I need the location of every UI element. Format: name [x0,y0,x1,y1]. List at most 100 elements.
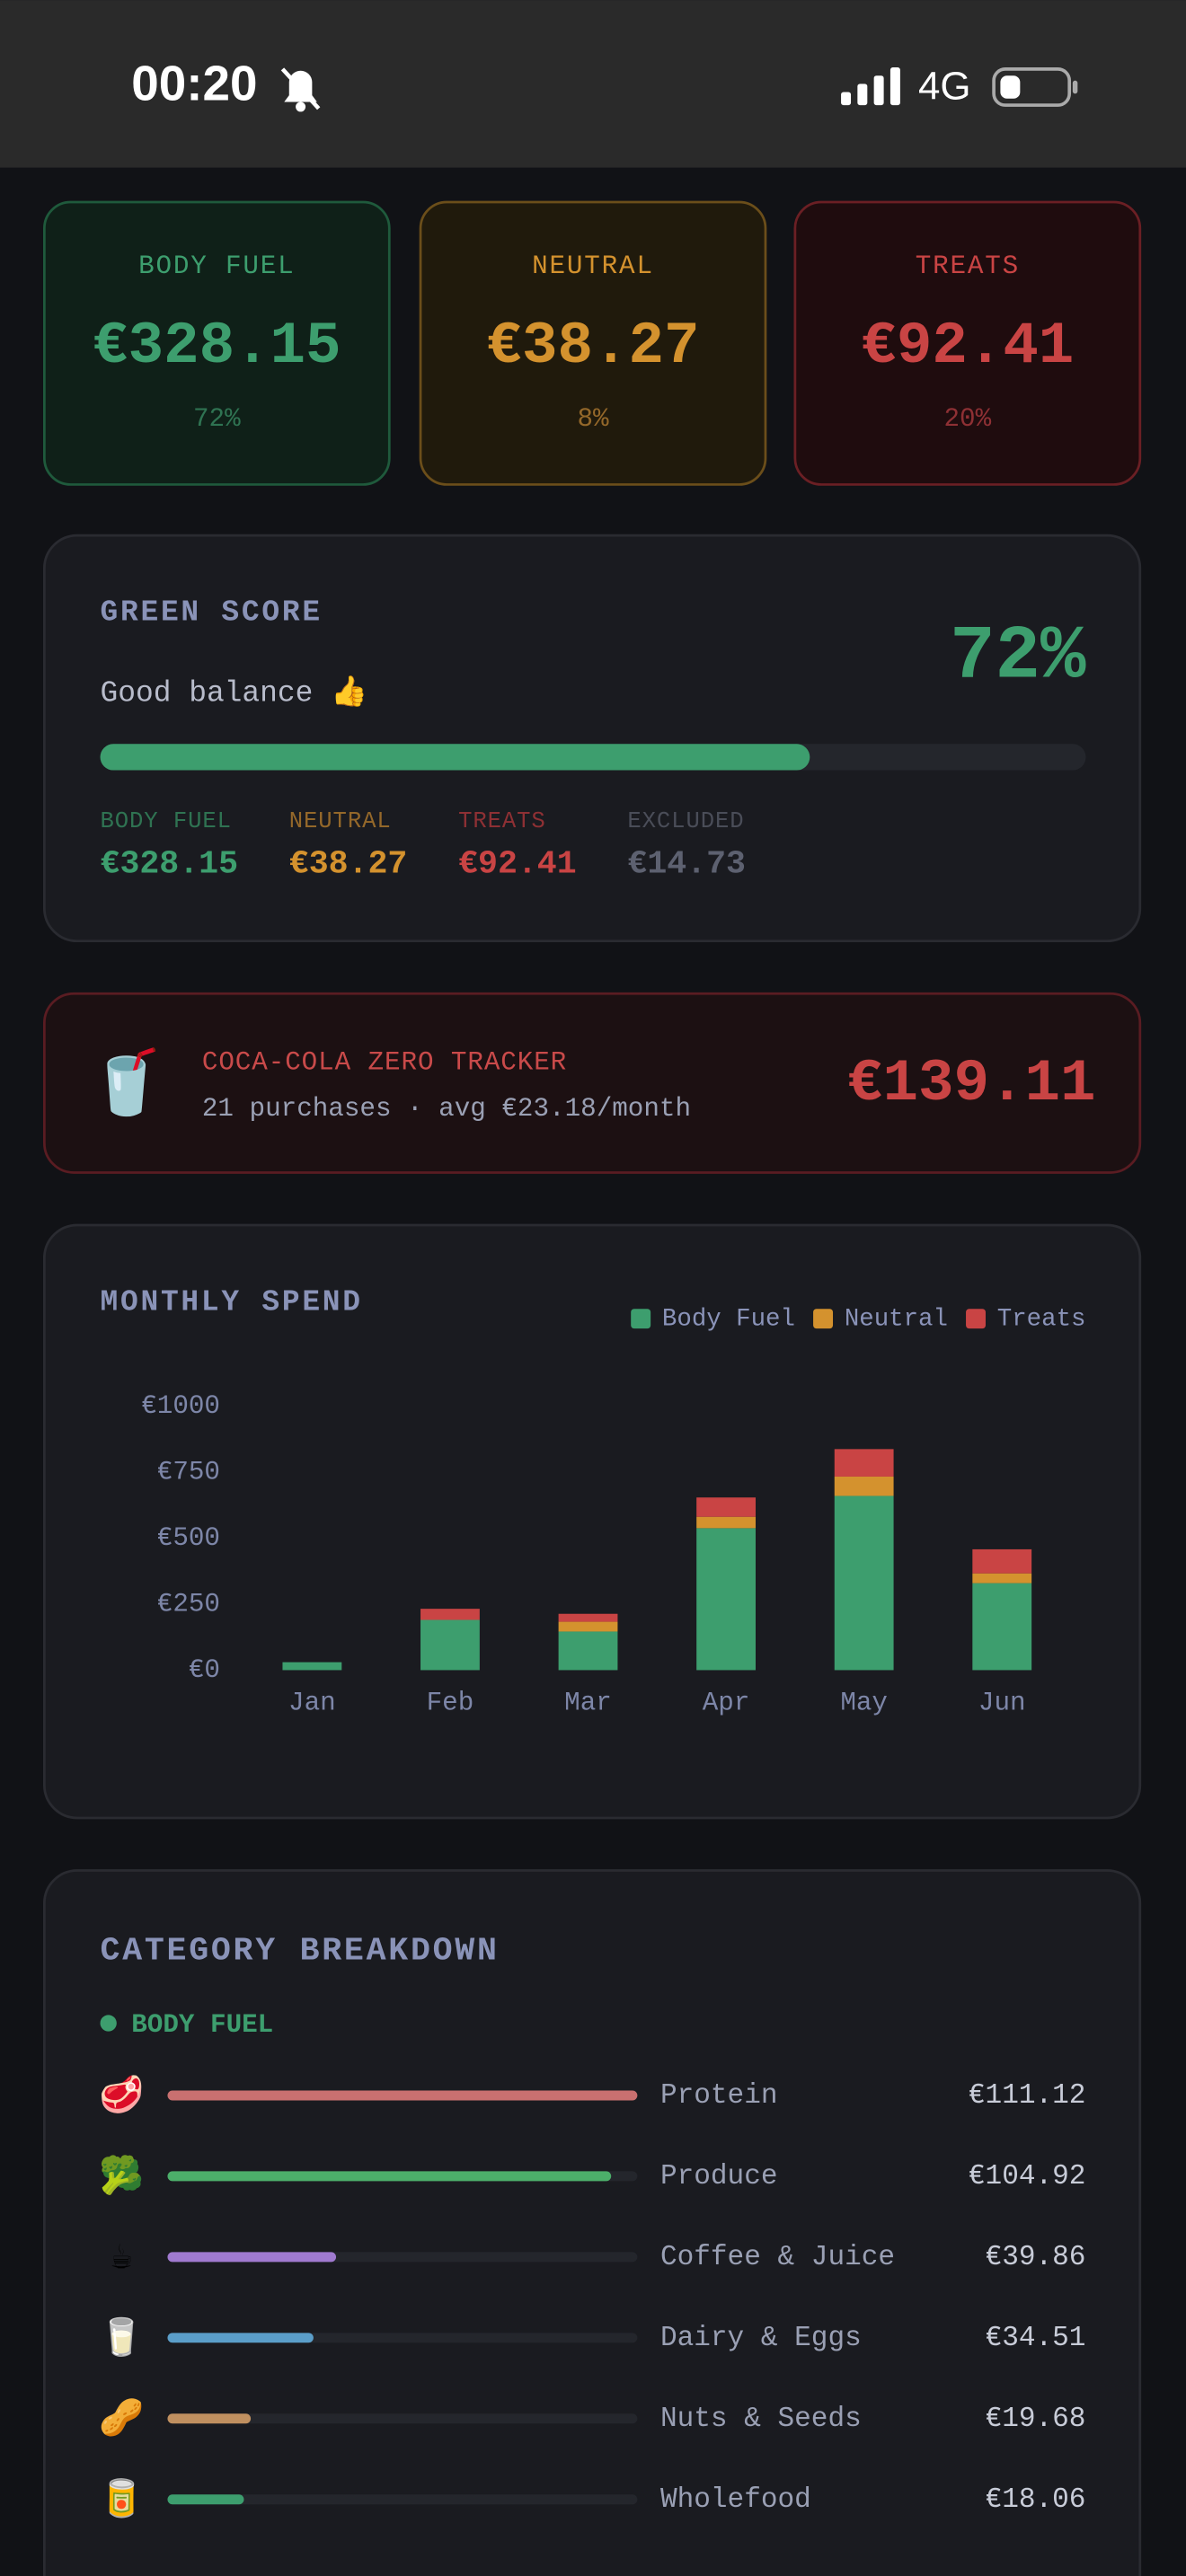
x-tick-label: May [840,1689,888,1718]
item-name: Protein [660,2080,778,2112]
bar-segment [696,1516,756,1529]
item-amount: €111.12 [969,2080,1086,2112]
legend-swatch [813,1309,834,1329]
item-amount: €104.92 [969,2161,1086,2192]
x-tick-label: Apr [703,1689,750,1718]
signal-icon [841,67,900,106]
time: 00:20 [131,55,257,110]
breakdown-amount: €328.15 [101,845,239,882]
score-value: 72% [950,615,1086,701]
card-amount: €328.15 [93,313,341,380]
card-label: NEUTRAL [532,251,654,281]
legend-swatch [966,1309,986,1329]
y-tick-label: €750 [157,1457,220,1486]
card-label: TREATS [916,251,1020,281]
bar-segment [972,1573,1032,1584]
bar-segment [696,1528,756,1671]
bar-segment [558,1621,618,1632]
legend-label: Body Fuel [662,1305,795,1333]
item-amount: €39.86 [986,2242,1086,2273]
card [793,200,1142,486]
tracker-icon: 🥤 [88,1047,166,1123]
item-bar [167,2252,337,2263]
x-tick-label: Jun [978,1689,1026,1718]
panel [42,992,1142,1174]
group-title: BODY FUEL [131,2010,273,2040]
progress-fill [100,744,810,771]
item-icon: ☕ [111,2239,132,2280]
chart-title: MONTHLY SPEND [101,1286,363,1319]
item-icon: 🥫 [99,2477,144,2522]
card-percent: 72% [193,404,241,434]
score-subtitle: Good balance 👍 [101,674,368,710]
item-name: Nuts & Seeds [660,2404,862,2435]
tracker-subtitle: 21 purchases · avg €23.18/month [202,1094,691,1124]
item-amount: €34.51 [986,2323,1086,2354]
y-tick-label: €250 [157,1590,220,1619]
item-track [167,2494,638,2505]
section-title: CATEGORY BREAKDOWN [101,1933,500,1970]
item-name: Coffee & Juice [660,2242,895,2273]
item-icon: 🥜 [99,2395,144,2441]
y-tick-label: €0 [189,1655,220,1685]
item-name: Dairy & Eggs [660,2323,862,2354]
item-bar [167,2333,314,2343]
card-amount: €38.27 [487,313,700,380]
item-icon: 🥦 [99,2153,144,2199]
breakdown-amount: €38.27 [289,845,408,882]
card-percent: 8% [577,404,609,434]
item-bar [167,2171,612,2182]
x-tick-label: Feb [427,1689,474,1718]
bar-segment [972,1548,1032,1574]
section-title: GREEN SCORE [101,596,323,630]
bar-segment [420,1609,480,1620]
breakdown-label: NEUTRAL [289,808,392,834]
bar-segment [696,1497,756,1517]
legend-swatch [631,1309,651,1329]
bar-segment [972,1583,1032,1671]
item-bar [167,2413,252,2424]
bar-segment [834,1495,894,1671]
bar-segment [834,1476,894,1496]
item-bar [167,2090,638,2101]
card [419,200,767,486]
battery-icon [992,67,1078,107]
mute-icon [280,67,321,112]
breakdown-label: BODY FUEL [101,808,232,834]
legend-label: Treats [997,1305,1086,1333]
bar-segment [834,1449,894,1477]
item-icon: 🥛 [99,2316,144,2360]
legend-label: Neutral [845,1305,948,1333]
network: 4G [918,64,971,108]
item-amount: €19.68 [986,2404,1086,2435]
card [42,200,391,486]
card-label: BODY FUEL [138,251,295,281]
breakdown-amount: €14.73 [627,845,746,882]
bar-segment [558,1613,618,1622]
breakdown-label: TREATS [458,808,546,834]
item-name: Produce [660,2161,778,2192]
breakdown-amount: €92.41 [458,845,577,882]
tracker-title: COCA-COLA ZERO TRACKER [202,1048,567,1078]
status-bar [0,0,1186,168]
group-dot [100,2015,117,2032]
item-bar [167,2494,244,2505]
y-tick-label: €1000 [141,1391,220,1421]
item-track [167,2413,638,2424]
card-percent: 20% [944,404,992,434]
bar-segment [558,1631,618,1671]
bar-segment [282,1662,342,1671]
tracker-amount: €139.11 [847,1050,1095,1117]
item-name: Wholefood [660,2484,811,2516]
bar-segment [420,1619,480,1671]
y-tick-label: €500 [157,1523,220,1553]
breakdown-label: EXCLUDED [627,808,744,834]
x-tick-label: Mar [564,1689,612,1718]
panel [43,1869,1142,2576]
item-amount: €18.06 [986,2484,1086,2516]
card-amount: €92.41 [861,313,1074,380]
item-icon: 🥩 [99,2073,144,2118]
x-tick-label: Jan [288,1689,336,1718]
